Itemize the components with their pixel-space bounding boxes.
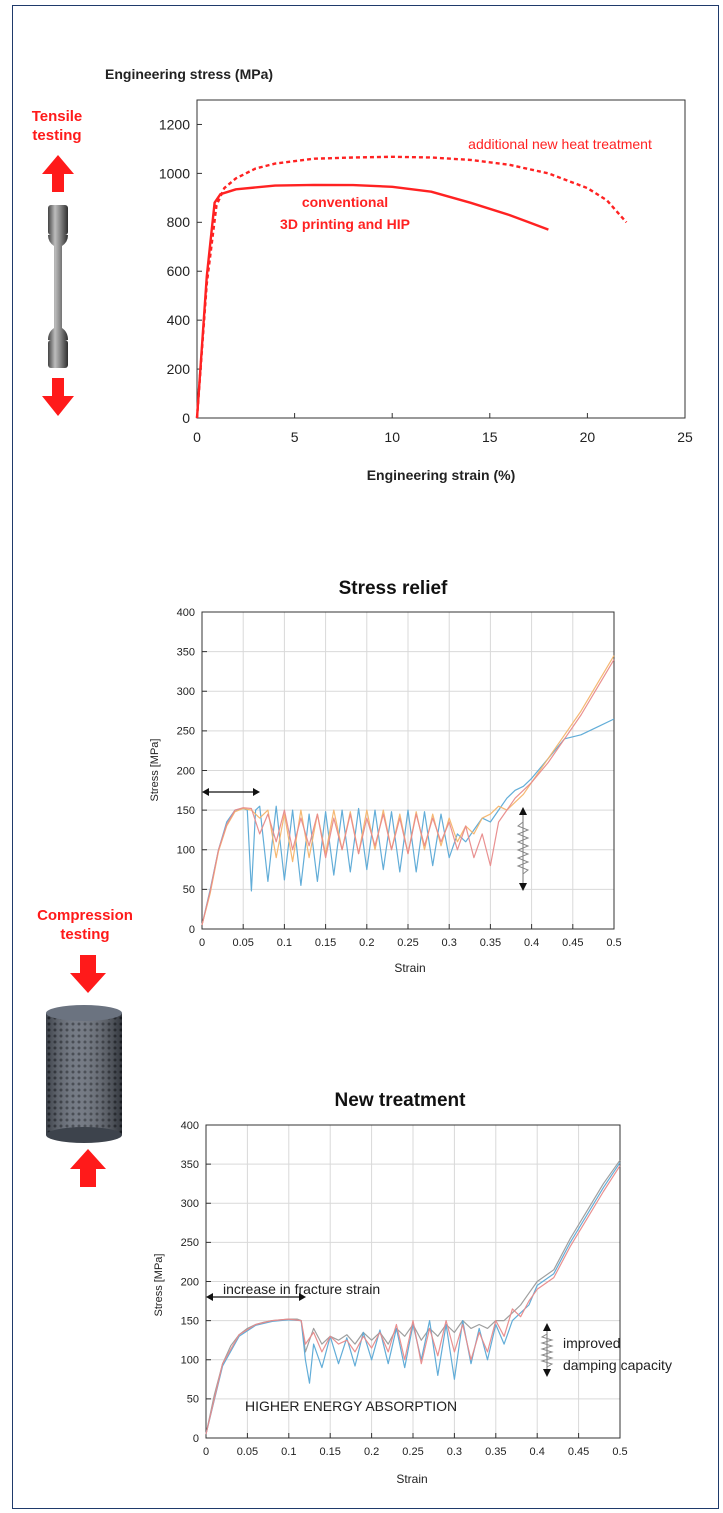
x-tick-label: 0 (199, 937, 205, 949)
y-tick-label: 600 (167, 263, 191, 279)
series-line-2 (195, 155, 628, 419)
x-tick-label: 0.45 (562, 937, 583, 949)
y-axis-label: Stress [MPa] (153, 1254, 165, 1317)
annotation-new-heat-treatment: additional new heat treatment (468, 136, 652, 152)
y-tick-label: 350 (177, 646, 195, 658)
y-tick-label: 400 (177, 607, 195, 619)
x-tick-label: 0.2 (359, 937, 374, 949)
y-tick-label: 300 (181, 1198, 199, 1210)
y-tick-label: 0 (189, 924, 195, 936)
damping-spring-icon (516, 807, 530, 891)
y-tick-label: 200 (167, 361, 191, 377)
tensile-testing-text: Tensile testing (31, 108, 83, 144)
x-tick-label: 0.15 (315, 937, 336, 949)
x-tick-label: 0.05 (237, 1446, 258, 1458)
x-tick-label: 0.25 (397, 937, 418, 949)
y-tick-label: 50 (187, 1394, 199, 1406)
y-tick-label: 0 (193, 1433, 199, 1445)
x-tick-label: 10 (384, 429, 400, 445)
x-tick-label: 20 (580, 429, 596, 445)
red-down-arrow-icon (70, 955, 106, 993)
x-tick-label: 0.5 (612, 1446, 627, 1458)
annotation-improved: improved (563, 1335, 621, 1351)
x-tick-label: 0.1 (277, 937, 292, 949)
red-down-arrow-icon (42, 378, 74, 416)
y-tick-label: 300 (177, 686, 195, 698)
plot-frame (196, 99, 686, 419)
y-tick-label: 250 (177, 726, 195, 738)
chart-title: New treatment (335, 1090, 467, 1111)
y-tick-label: 350 (181, 1159, 199, 1171)
x-tick-label: 0.3 (442, 937, 457, 949)
dogbone-specimen-icon (48, 205, 68, 368)
y-tick-label: 400 (167, 312, 191, 328)
series-line-2 (205, 1162, 621, 1435)
x-tick-label: 0.2 (364, 1446, 379, 1458)
y-tick-label: 0 (182, 410, 190, 426)
x-tick-label: 15 (482, 429, 498, 445)
series-line-3 (201, 659, 615, 926)
y-tick-label: 150 (177, 805, 195, 817)
series-line-3 (205, 1165, 621, 1435)
x-tick-label: 0.35 (480, 937, 501, 949)
compression-testing-text: Compression testing (37, 907, 133, 943)
y-axis-label: Engineering stress (MPa) (105, 66, 273, 82)
lattice-cylinder-icon (46, 1005, 122, 1143)
y-tick-label: 1000 (159, 165, 190, 181)
annotation-increase-fracture-strain: increase in fracture strain (223, 1281, 380, 1297)
x-tick-label: 0.4 (530, 1446, 545, 1458)
y-tick-label: 150 (181, 1315, 199, 1327)
damping-spring-icon (540, 1323, 554, 1377)
compression-specimen-group (46, 955, 122, 1187)
chart-title: Stress relief (339, 578, 448, 599)
compression-testing-label: Compression testing (20, 906, 150, 944)
stress-relief-chart: Stress relief Stress [MPa] Strain 0 0.05 0… (149, 578, 622, 975)
y-tick-label: 100 (181, 1355, 199, 1367)
fracture-strain-double-arrow (206, 1293, 306, 1301)
y-tick-label: 800 (167, 214, 191, 230)
x-axis-label: Strain (396, 1472, 427, 1486)
y-tick-label: 50 (183, 884, 195, 896)
x-tick-label: 0.05 (232, 937, 253, 949)
y-tick-label: 250 (181, 1237, 199, 1249)
annotation-conventional: conventional (302, 194, 388, 210)
x-tick-label: 0.15 (319, 1446, 340, 1458)
y-tick-label: 200 (181, 1276, 199, 1288)
y-axis-label: Stress [MPa] (149, 739, 161, 802)
y-tick-label: 200 (177, 765, 195, 777)
x-tick-label: 5 (291, 429, 299, 445)
y-tick-label: 400 (181, 1120, 199, 1132)
fracture-strain-double-arrow (202, 788, 260, 796)
series-line-1 (195, 183, 549, 419)
x-tick-label: 0.25 (402, 1446, 423, 1458)
tensile-chart: Engineering stress (MPa) 0 5 10 15 20 25 0 200 4… (105, 66, 693, 483)
x-tick-label: 0 (193, 429, 201, 445)
tensile-specimen-group (42, 155, 74, 416)
y-tick-label: 100 (177, 845, 195, 857)
red-up-arrow-icon (70, 1149, 106, 1187)
figure-frame (12, 5, 719, 1509)
x-axis-label: Engineering strain (%) (367, 467, 516, 483)
x-tick-label: 0.3 (447, 1446, 462, 1458)
series-line-1 (201, 718, 615, 926)
tensile-testing-label: Tensile testing (14, 107, 100, 145)
y-tick-label: 1200 (159, 116, 190, 132)
x-tick-label: 0.45 (568, 1446, 589, 1458)
new-treatment-chart: New treatment Stress [MPa] Strain 0 0.05 0… (153, 1090, 672, 1486)
red-up-arrow-icon (42, 155, 74, 192)
annotation-damping-capacity: damping capacity (563, 1357, 672, 1373)
x-tick-label: 0 (203, 1446, 209, 1458)
x-tick-label: 0.4 (524, 937, 539, 949)
x-tick-label: 0.1 (281, 1446, 296, 1458)
x-tick-label: 25 (677, 429, 693, 445)
x-tick-label: 0.35 (485, 1446, 506, 1458)
x-tick-label: 0.5 (606, 937, 621, 949)
annotation-3d-printing-hip: 3D printing and HIP (280, 216, 410, 232)
x-axis-label: Strain (394, 961, 425, 975)
annotation-higher-energy-absorption: HIGHER ENERGY ABSORPTION (245, 1398, 457, 1414)
